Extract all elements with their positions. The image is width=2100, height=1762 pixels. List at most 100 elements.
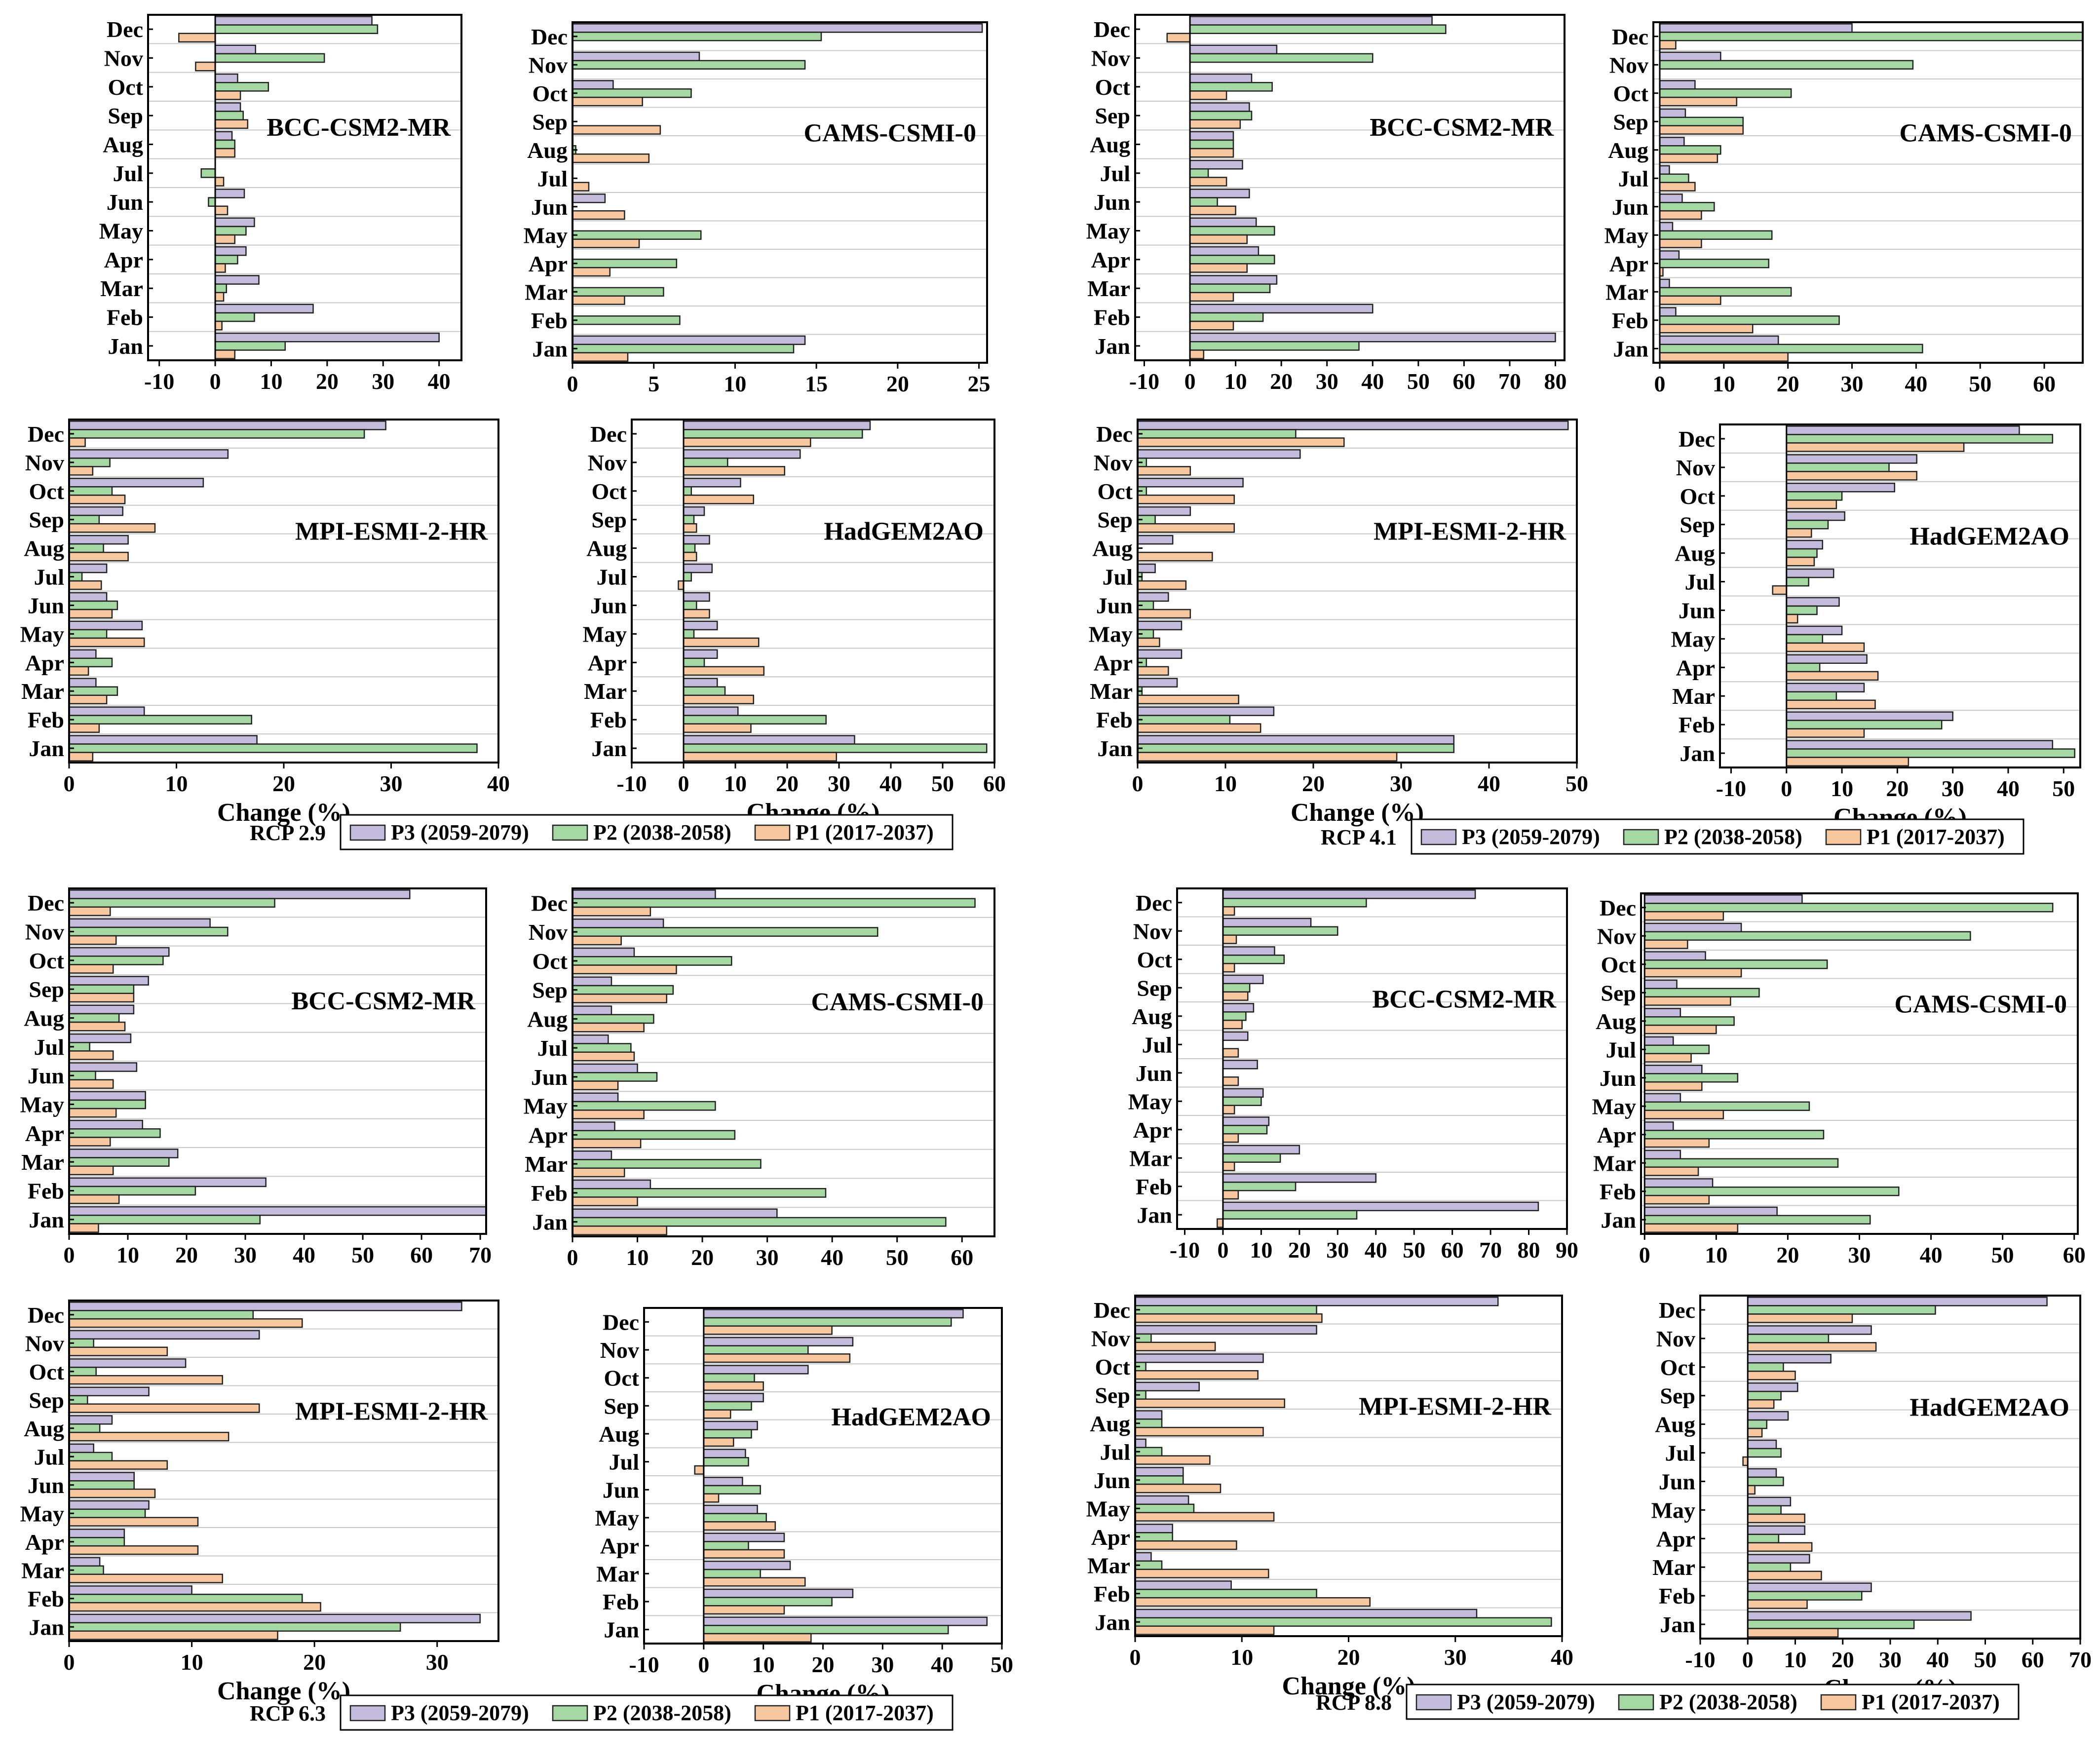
bar: [572, 927, 878, 937]
y-tick-label: Jul: [1142, 1032, 1172, 1057]
y-tick-label: Aug: [1675, 541, 1715, 566]
x-tick-label: 30: [1879, 1647, 1902, 1672]
x-tick-label: 60: [983, 771, 1006, 796]
bar: [1659, 80, 1696, 90]
legend: RCP 6.3 P3 (2059-2079) P2 (2038-2058) P1 (2…: [250, 1694, 954, 1731]
bar: [214, 16, 373, 26]
bar: [1222, 1182, 1297, 1191]
bar: [572, 1226, 667, 1235]
bar: [572, 1072, 658, 1082]
bar: [1137, 495, 1235, 504]
bar: [1189, 275, 1278, 285]
bar: [68, 947, 170, 957]
bar: [1137, 535, 1174, 545]
bar: [1747, 1582, 1872, 1592]
bar: [1659, 145, 1721, 155]
y-tick-label: Feb: [1096, 707, 1133, 732]
legend-swatch: [754, 824, 791, 841]
plot-frame: [68, 887, 487, 1235]
bar: [683, 620, 718, 631]
bar: [1747, 1542, 1813, 1552]
x-tick-label: 0: [678, 771, 689, 796]
x-tick-label: 5: [648, 371, 659, 396]
bar: [1222, 1088, 1264, 1098]
y-tick-label: Nov: [1091, 1326, 1130, 1351]
model-name: BCC-CSM2-MR: [1372, 986, 1557, 1014]
bar: [68, 609, 113, 619]
x-tick-label: 0: [698, 1652, 709, 1677]
bar: [1772, 585, 1788, 595]
bar: [1222, 1060, 1258, 1070]
y-tick-label: Apr: [104, 247, 143, 272]
legend: RCP 2.9 P3 (2059-2079) P2 (2038-2058) P1 (2…: [250, 814, 954, 850]
bar: [1747, 1313, 1853, 1323]
y-tick-label: Feb: [603, 1589, 639, 1614]
x-tick-label: 60: [410, 1242, 433, 1267]
bar: [68, 1186, 196, 1196]
y-tick-label: Dec: [1600, 895, 1636, 920]
y-tick-label: May: [583, 621, 627, 647]
x-tick-label: 10: [181, 1649, 203, 1675]
bar: [572, 976, 612, 987]
x-tick-label: 20: [1288, 1237, 1311, 1263]
y-tick-label: Apr: [588, 650, 627, 675]
bar: [703, 1605, 785, 1615]
y-tick-label: Apr: [1656, 1526, 1695, 1551]
bar: [1747, 1353, 1832, 1364]
bar: [1644, 1044, 1710, 1054]
bar: [703, 1373, 755, 1383]
y-tick-label: Dec: [1094, 1298, 1130, 1323]
legend-label: P1 (2017-2037): [796, 1701, 934, 1725]
bar: [214, 102, 241, 112]
y-tick-label: Mar: [21, 1149, 64, 1175]
y-tick-label: Mar: [100, 276, 143, 301]
bar: [1644, 931, 1971, 941]
bar: [572, 287, 664, 297]
x-tick-label: 50: [1403, 1237, 1425, 1263]
y-tick-label: May: [99, 219, 143, 244]
x-tick-label: 70: [1498, 369, 1521, 394]
y-tick-label: Aug: [1090, 132, 1130, 157]
bar: [1786, 482, 1896, 493]
bar: [1659, 182, 1696, 192]
bar: [1786, 499, 1837, 509]
y-tick-label: Aug: [527, 1006, 568, 1032]
bar: [1189, 102, 1250, 112]
y-tick-label: Mar: [21, 1558, 64, 1583]
y-tick-label: May: [1671, 626, 1715, 651]
x-tick-label: 40: [1905, 371, 1927, 396]
bar: [572, 918, 664, 928]
bar: [1786, 613, 1798, 624]
bar: [1644, 939, 1688, 949]
bar: [1747, 1525, 1805, 1535]
bar: [68, 926, 229, 937]
bar: [1786, 442, 1965, 452]
bar: [683, 666, 764, 676]
bar: [572, 1130, 736, 1140]
plot-frame: [572, 21, 988, 364]
legend-label: P2 (2038-2058): [593, 820, 731, 844]
bar: [214, 53, 325, 63]
bar: [1134, 1609, 1478, 1619]
x-tick-label: -10: [1716, 776, 1746, 801]
bar: [1137, 723, 1261, 733]
legend-label: P1 (2017-2037): [1862, 1690, 2000, 1714]
y-tick-label: Apr: [1094, 650, 1133, 675]
bar: [703, 1513, 767, 1523]
y-tick-label: Jul: [1685, 570, 1715, 595]
bar: [1747, 1611, 1972, 1621]
bar: [1786, 642, 1865, 652]
bar: [1747, 1382, 1798, 1392]
y-tick-label: Dec: [28, 421, 64, 447]
bar: [703, 1569, 761, 1578]
x-tick-label: 60: [1452, 369, 1475, 394]
bar: [208, 197, 216, 207]
plot-frame: [631, 419, 995, 764]
bar: [1222, 1145, 1300, 1155]
bar: [1786, 548, 1818, 558]
y-tick-label: Feb: [107, 305, 143, 330]
bar: [214, 332, 440, 343]
y-tick-label: May: [1128, 1089, 1172, 1114]
